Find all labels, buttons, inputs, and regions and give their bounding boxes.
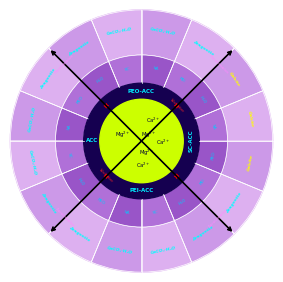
Wedge shape [55,141,88,174]
Text: SA: SA [67,124,72,130]
Wedge shape [91,10,142,61]
Text: Calcite: Calcite [247,154,254,171]
Text: Transformation: Transformation [208,54,229,75]
Text: SA: SA [211,124,216,130]
Wedge shape [81,182,119,221]
Text: SA: SA [153,67,159,72]
Text: H₂O: H₂O [96,76,105,84]
Wedge shape [174,20,234,80]
Text: PEO: PEO [96,198,106,206]
Text: CaCO₃·H₂O: CaCO₃·H₂O [150,246,176,255]
Text: Nucleation: Nucleation [98,168,114,184]
Wedge shape [221,91,273,141]
Wedge shape [62,80,101,119]
Text: H₂O: H₂O [178,198,187,206]
Circle shape [100,99,183,183]
Wedge shape [142,55,174,88]
Wedge shape [62,163,101,202]
Wedge shape [164,182,202,221]
Circle shape [10,10,273,272]
Wedge shape [10,141,62,191]
Text: PEO-ACC: PEO-ACC [128,89,155,94]
Text: Ca$^{2+}$: Ca$^{2+}$ [146,116,161,125]
Wedge shape [91,221,142,272]
Text: Transformation: Transformation [54,207,75,228]
Text: Aragonite: Aragonite [40,68,57,90]
Wedge shape [182,163,221,202]
Text: Aragonite: Aragonite [192,40,215,57]
Wedge shape [49,20,109,80]
Wedge shape [221,141,273,191]
Text: Transformation: Transformation [208,207,229,228]
Wedge shape [49,202,109,262]
Wedge shape [142,194,174,227]
Wedge shape [202,174,263,234]
Text: CaCO₃·H₂O: CaCO₃·H₂O [28,106,37,133]
Text: H₂O: H₂O [198,96,207,105]
Text: PEO: PEO [76,96,85,105]
Text: H₂O: H₂O [76,177,85,186]
Text: CaCO₃·H₂O: CaCO₃·H₂O [107,246,133,255]
Text: PEI: PEI [199,178,206,186]
Text: Nucleation: Nucleation [169,98,185,114]
Text: Aragonite: Aragonite [226,192,243,214]
Text: PEO: PEO [211,151,216,160]
Text: Aragonite: Aragonite [68,225,91,242]
Wedge shape [109,194,142,227]
Text: CaCO₃·H₂O: CaCO₃·H₂O [150,27,176,36]
Text: SC: SC [153,210,159,215]
Wedge shape [174,202,234,262]
Text: SA: SA [124,210,130,215]
Wedge shape [164,61,202,100]
Wedge shape [20,48,81,108]
Text: SC: SC [67,152,72,158]
Wedge shape [81,61,119,100]
Text: Ca$^{2+}$: Ca$^{2+}$ [156,138,171,147]
Text: CaCO₃·H₂O: CaCO₃·H₂O [107,27,133,36]
Wedge shape [10,91,62,141]
Wedge shape [182,80,221,119]
Wedge shape [20,174,81,234]
Text: Mg$^{2+}$: Mg$^{2+}$ [139,148,155,158]
Text: CaCO₃·H₂O: CaCO₃·H₂O [28,149,37,176]
Text: Ca$^{2+}$: Ca$^{2+}$ [136,161,151,170]
Text: ACC: ACC [86,138,98,144]
Text: Transformation: Transformation [54,54,75,75]
Text: SC: SC [124,67,130,72]
Text: PEI: PEI [178,76,186,83]
Text: Calcite: Calcite [228,71,241,87]
Text: Aragonite: Aragonite [192,225,215,242]
Text: PEI-ACC: PEI-ACC [129,188,154,193]
Text: Mg$^{2+}$: Mg$^{2+}$ [115,130,131,140]
Text: Mg$^{2+}$: Mg$^{2+}$ [141,130,156,140]
Text: Calcite: Calcite [247,111,254,128]
Wedge shape [109,55,142,88]
Text: SC-ACC: SC-ACC [188,130,193,152]
Wedge shape [202,48,263,108]
Circle shape [84,83,199,199]
Text: Aragonite: Aragonite [68,40,91,57]
Wedge shape [142,221,192,272]
Wedge shape [195,141,228,174]
Text: Aragonite: Aragonite [40,192,57,214]
Wedge shape [55,108,88,141]
Wedge shape [195,108,228,141]
Wedge shape [142,10,192,61]
